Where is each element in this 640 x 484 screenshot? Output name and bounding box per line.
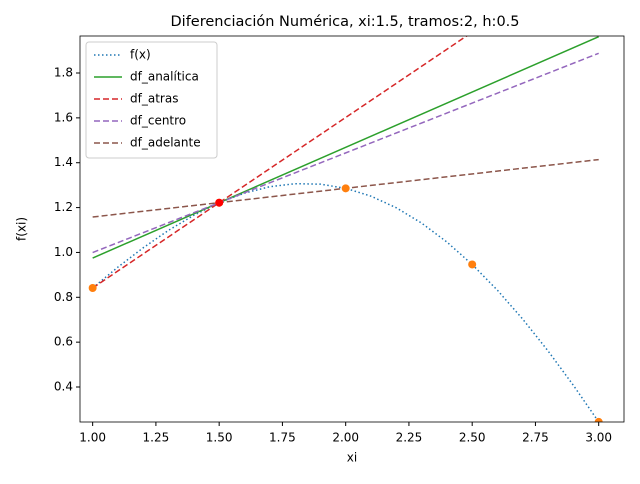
x-tick-label: 2.50	[459, 431, 486, 445]
y-tick-label: 1.4	[54, 155, 73, 169]
x-tick-label: 2.00	[332, 431, 359, 445]
x-tick-label: 2.75	[522, 431, 549, 445]
axes-frame	[79, 35, 625, 423]
series-line	[92, 36, 599, 259]
series-line	[92, 36, 468, 289]
series-line	[92, 182, 600, 422]
y-axis-label: f(xi)	[15, 217, 29, 241]
x-tick-label: 1.50	[206, 431, 233, 445]
y-tick-label: 1.6	[54, 110, 73, 124]
legend-label: df_centro	[130, 114, 186, 128]
series-line	[92, 52, 599, 254]
legend-label: df_adelante	[130, 136, 201, 150]
plot-area	[88, 36, 603, 422]
legend-label: df_analítica	[130, 70, 199, 84]
point	[468, 260, 477, 269]
point	[594, 417, 603, 422]
y-tick-label: 0.8	[54, 290, 73, 304]
highlight-point	[215, 198, 224, 207]
x-tick-label: 1.00	[79, 431, 106, 445]
legend-box	[85, 41, 218, 159]
y-tick-label: 0.6	[54, 335, 73, 349]
y-tick-label: 0.4	[54, 380, 73, 394]
y-tick-label: 1.0	[54, 245, 73, 259]
x-tick-label: 1.75	[269, 431, 296, 445]
legend-label: f(x)	[130, 48, 151, 62]
x-axis-label: xi	[347, 451, 357, 465]
y-tick-label: 1.8	[54, 66, 73, 80]
x-tick-label: 1.25	[143, 431, 170, 445]
y-tick-label: 1.2	[54, 200, 73, 214]
x-tick-label: 2.25	[396, 431, 423, 445]
x-tick-label: 3.00	[585, 431, 612, 445]
legend-label: df_atras	[130, 92, 178, 106]
point	[341, 184, 350, 193]
point	[88, 283, 97, 292]
chart-title: Diferenciación Numérica, xi:1.5, tramos:…	[171, 14, 520, 30]
